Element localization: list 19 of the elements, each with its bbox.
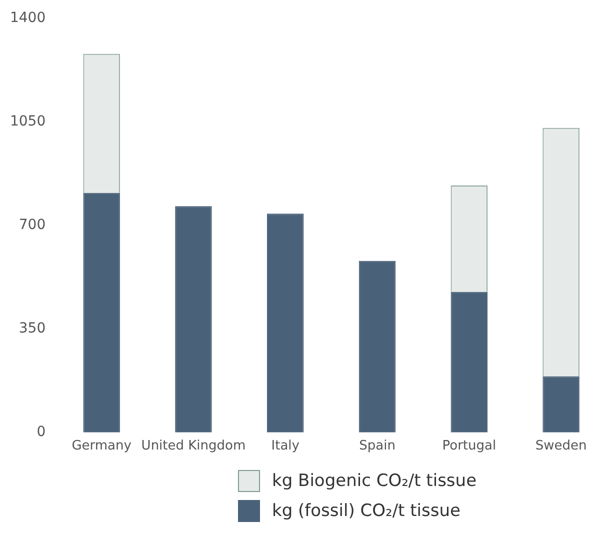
x-tick-label: United Kingdom [141, 438, 246, 454]
y-tick-label: 700 [18, 217, 46, 234]
x-tick-label: Portugal [442, 438, 496, 454]
y-tick-label: 0 [36, 424, 46, 440]
bar [450, 292, 488, 432]
y-tick-label: 1400 [10, 10, 46, 26]
x-tick-label: Germany [72, 438, 132, 454]
x-tick-label: Italy [271, 438, 300, 454]
legend-label: kg (fossil) CO₂/t tissue [272, 501, 460, 521]
bar [175, 206, 212, 432]
x-tick-label: Sweden [535, 438, 587, 454]
y-tick-label: 1050 [10, 114, 46, 130]
bar [542, 376, 580, 432]
bar [358, 260, 396, 432]
bar [266, 214, 304, 432]
bar [83, 192, 120, 432]
legend-label: kg Biogenic CO₂/t tissue [272, 471, 477, 491]
x-tick-label: Spain [359, 438, 396, 454]
y-tick-label: 350 [18, 320, 46, 337]
